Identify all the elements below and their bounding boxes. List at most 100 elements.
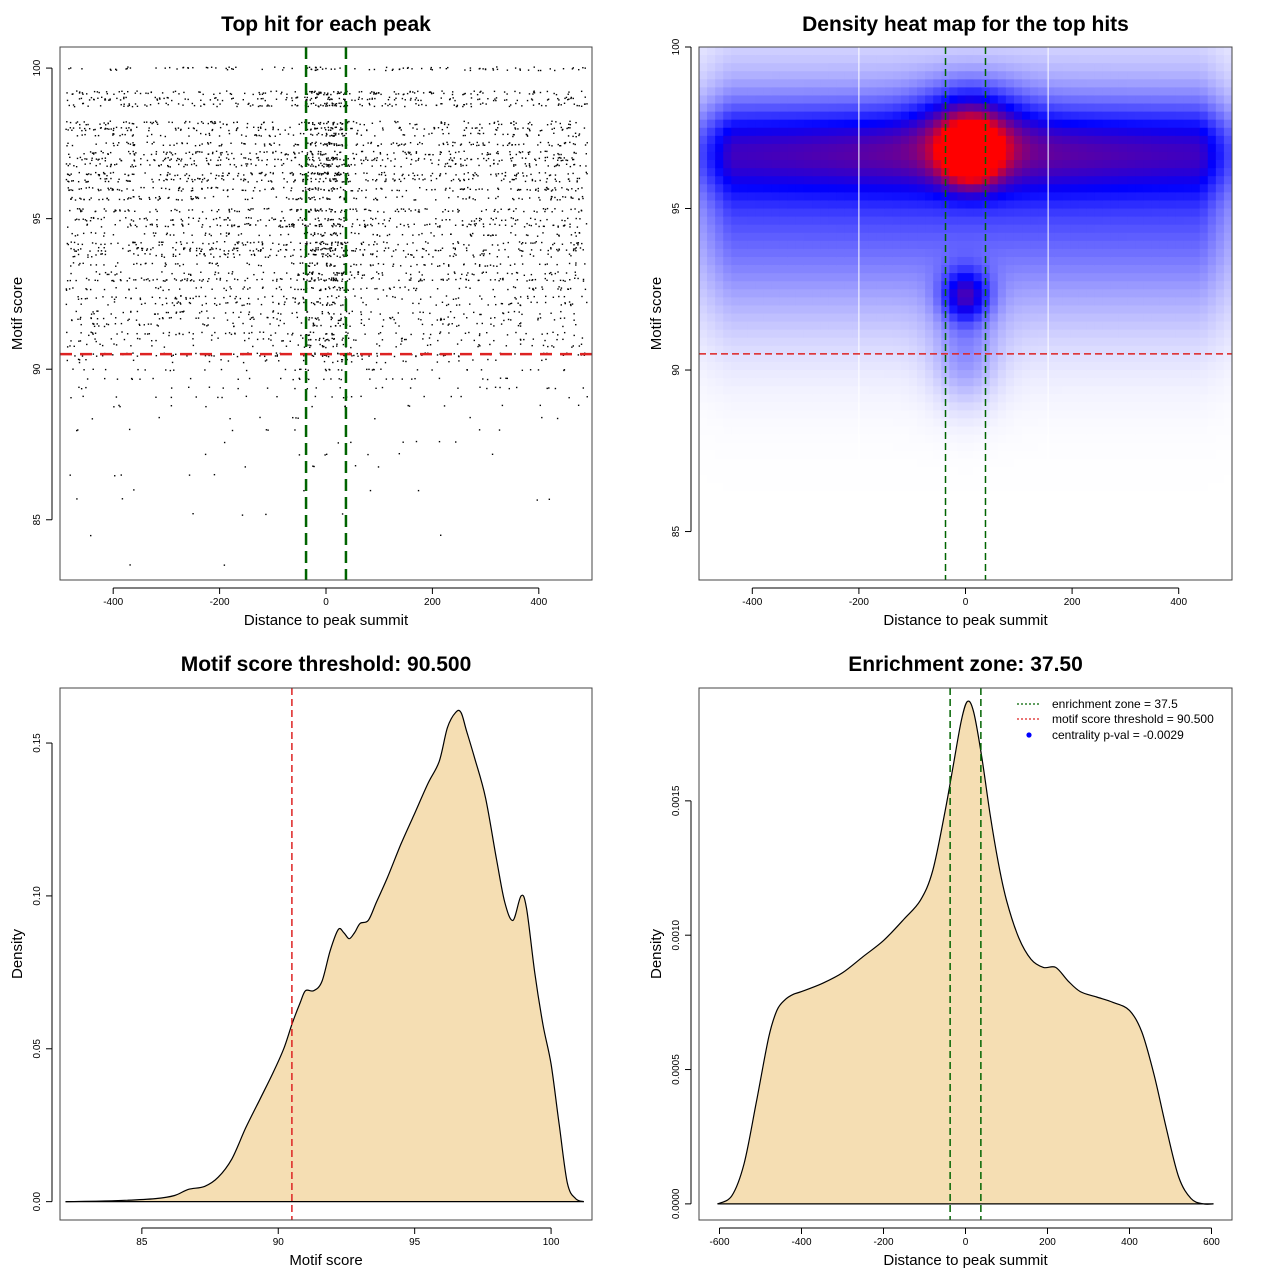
- data-point: [309, 99, 311, 101]
- data-point: [80, 297, 83, 300]
- data-point: [383, 250, 386, 252]
- data-point: [211, 262, 213, 265]
- data-point: [151, 122, 153, 125]
- data-point: [489, 153, 492, 155]
- data-point: [476, 322, 478, 325]
- data-point: [303, 232, 306, 235]
- data-point: [347, 174, 350, 176]
- data-point: [109, 99, 111, 101]
- data-point: [297, 198, 300, 200]
- data-point: [216, 187, 219, 189]
- data-point: [463, 173, 466, 175]
- data-point: [515, 271, 518, 274]
- data-point: [515, 102, 517, 105]
- data-point: [339, 151, 341, 154]
- data-point: [132, 166, 135, 168]
- heatmap-cell: [707, 192, 716, 202]
- data-point: [311, 188, 313, 191]
- data-point: [223, 253, 226, 255]
- data-point: [581, 337, 584, 339]
- heatmap-cell: [723, 523, 732, 533]
- data-point: [306, 67, 309, 69]
- data-point: [336, 289, 338, 291]
- data-point: [339, 105, 342, 108]
- data-point: [127, 209, 129, 211]
- data-point: [313, 249, 316, 252]
- data-point: [320, 324, 322, 327]
- data-point: [113, 301, 116, 303]
- data-point: [118, 189, 121, 191]
- data-point: [298, 302, 301, 304]
- heatmap-cell: [699, 458, 708, 468]
- heatmap-cell: [771, 135, 781, 145]
- data-point: [333, 272, 335, 274]
- data-point: [195, 287, 197, 289]
- data-point: [404, 286, 406, 288]
- heatmap-cell: [771, 200, 781, 210]
- data-point: [544, 159, 546, 162]
- data-point: [400, 143, 403, 145]
- data-point: [470, 93, 472, 95]
- data-point: [300, 165, 303, 167]
- data-point: [269, 323, 271, 325]
- data-point: [324, 143, 326, 145]
- data-point: [360, 242, 363, 245]
- data-point: [374, 157, 376, 160]
- data-point: [305, 189, 307, 191]
- data-point: [158, 97, 161, 99]
- heatmap-cell: [699, 491, 708, 500]
- data-point: [144, 333, 146, 335]
- data-point: [366, 224, 369, 226]
- data-point: [557, 157, 560, 159]
- data-point: [254, 186, 256, 189]
- heatmap-cell: [731, 289, 740, 298]
- data-point: [579, 218, 581, 220]
- data-point: [330, 134, 333, 137]
- data-point: [249, 287, 251, 289]
- data-point: [192, 198, 194, 200]
- data-point: [338, 196, 341, 199]
- data-point: [308, 197, 310, 199]
- data-point: [372, 243, 375, 246]
- data-point: [266, 151, 268, 153]
- heatmap-cell: [739, 103, 749, 113]
- data-point: [405, 256, 407, 258]
- data-point: [204, 255, 206, 257]
- data-point: [343, 263, 345, 266]
- data-point: [420, 298, 422, 300]
- heatmap-cell: [739, 491, 749, 500]
- data-point: [344, 98, 346, 101]
- data-point: [306, 242, 308, 245]
- data-point: [358, 91, 361, 93]
- data-point: [322, 144, 325, 146]
- data-point: [482, 250, 484, 252]
- data-point: [144, 172, 146, 174]
- data-point: [330, 277, 333, 279]
- data-point: [361, 162, 363, 165]
- data-point: [558, 164, 560, 167]
- heatmap-cell: [707, 224, 716, 234]
- heatmap-cell: [739, 135, 749, 145]
- data-point: [201, 151, 203, 153]
- data-point: [381, 172, 383, 174]
- data-point: [567, 217, 569, 220]
- data-point: [309, 346, 311, 349]
- data-point: [232, 97, 234, 99]
- data-point: [376, 199, 379, 201]
- data-point: [563, 102, 566, 104]
- data-point: [517, 188, 520, 191]
- data-point: [502, 242, 505, 245]
- data-point: [393, 152, 395, 154]
- heatmap-cell: [715, 176, 724, 185]
- data-point: [266, 208, 268, 210]
- data-point: [269, 143, 271, 145]
- heatmap-cell: [739, 127, 749, 137]
- data-point: [435, 249, 437, 252]
- data-point: [331, 234, 333, 236]
- heatmap-cell: [779, 256, 789, 266]
- data-point: [304, 96, 306, 99]
- data-point: [93, 313, 95, 315]
- data-point: [466, 369, 468, 371]
- data-point: [505, 345, 508, 347]
- data-point: [515, 208, 517, 210]
